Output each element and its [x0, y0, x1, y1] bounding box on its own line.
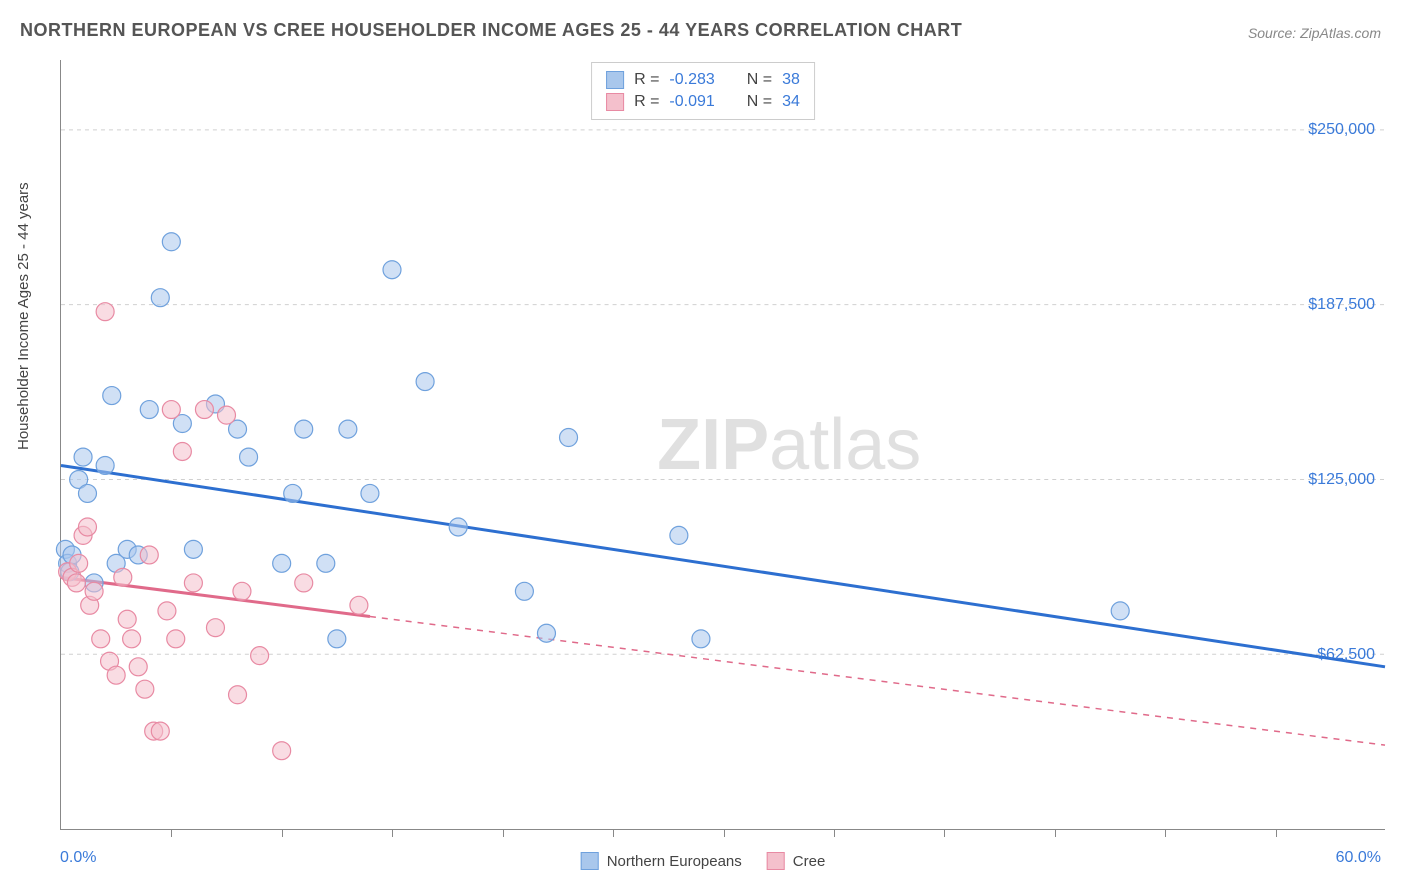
data-point: [114, 568, 132, 586]
data-point: [136, 680, 154, 698]
data-point: [67, 574, 85, 592]
data-point: [383, 261, 401, 279]
legend-label-1: Northern Europeans: [607, 853, 742, 870]
data-point: [692, 630, 710, 648]
n-value-2: 34: [782, 93, 800, 111]
data-point: [151, 289, 169, 307]
y-tick-label: $62,500: [1317, 646, 1375, 664]
data-point: [74, 448, 92, 466]
x-tick: [503, 829, 504, 837]
data-point: [317, 554, 335, 572]
data-point: [339, 420, 357, 438]
data-point: [416, 373, 434, 391]
data-point: [515, 582, 533, 600]
x-axis-max-label: 60.0%: [1336, 849, 1381, 867]
legend-swatch-bottom-1: [581, 852, 599, 870]
y-tick-label: $250,000: [1308, 121, 1375, 139]
data-point: [167, 630, 185, 648]
data-point: [295, 420, 313, 438]
x-tick: [1276, 829, 1277, 837]
data-point: [350, 596, 368, 614]
data-point: [92, 630, 110, 648]
legend-item-2: Cree: [767, 852, 826, 870]
data-point: [328, 630, 346, 648]
n-label: N =: [747, 93, 772, 111]
data-point: [560, 429, 578, 447]
data-point: [184, 540, 202, 558]
data-point: [140, 546, 158, 564]
x-tick: [1165, 829, 1166, 837]
data-point: [70, 554, 88, 572]
data-point: [206, 619, 224, 637]
data-point: [273, 742, 291, 760]
x-axis-min-label: 0.0%: [60, 849, 96, 867]
data-point: [96, 303, 114, 321]
y-axis-label: Householder Income Ages 25 - 44 years: [15, 182, 32, 450]
x-tick: [834, 829, 835, 837]
data-point: [195, 401, 213, 419]
correlation-legend: R = -0.283 N = 38 R = -0.091 N = 34: [591, 62, 815, 120]
data-point: [140, 401, 158, 419]
data-point: [85, 582, 103, 600]
data-point: [78, 484, 96, 502]
data-point: [229, 686, 247, 704]
n-label: N =: [747, 71, 772, 89]
data-point: [103, 387, 121, 405]
data-point: [184, 574, 202, 592]
data-point: [295, 574, 313, 592]
data-point: [1111, 602, 1129, 620]
legend-row-series-2: R = -0.091 N = 34: [606, 91, 800, 113]
data-point: [129, 658, 147, 676]
data-point: [251, 647, 269, 665]
data-point: [273, 554, 291, 572]
data-point: [78, 518, 96, 536]
data-point: [240, 448, 258, 466]
x-tick: [613, 829, 614, 837]
data-point: [233, 582, 251, 600]
x-tick: [1055, 829, 1056, 837]
data-point: [123, 630, 141, 648]
data-point: [96, 456, 114, 474]
legend-item-1: Northern Europeans: [581, 852, 742, 870]
data-point: [218, 406, 236, 424]
data-point: [670, 526, 688, 544]
source-attribution: Source: ZipAtlas.com: [1248, 25, 1381, 41]
data-point: [162, 233, 180, 251]
plot-area: ZIPatlas $62,500$125,000$187,500$250,000: [60, 60, 1385, 830]
chart-title: NORTHERN EUROPEAN VS CREE HOUSEHOLDER IN…: [20, 20, 962, 41]
y-tick-label: $125,000: [1308, 471, 1375, 489]
x-tick: [724, 829, 725, 837]
data-point: [284, 484, 302, 502]
data-point: [537, 624, 555, 642]
r-value-1: -0.283: [669, 71, 714, 89]
r-label: R =: [634, 71, 659, 89]
legend-row-series-1: R = -0.283 N = 38: [606, 69, 800, 91]
series-legend: Northern Europeans Cree: [581, 852, 826, 870]
data-point: [151, 722, 169, 740]
y-tick-label: $187,500: [1308, 296, 1375, 314]
data-point: [107, 666, 125, 684]
legend-swatch-1: [606, 71, 624, 89]
chart-svg: [61, 60, 1385, 829]
x-tick: [392, 829, 393, 837]
x-tick: [171, 829, 172, 837]
r-label: R =: [634, 93, 659, 111]
data-point: [162, 401, 180, 419]
data-point: [449, 518, 467, 536]
x-tick: [282, 829, 283, 837]
r-value-2: -0.091: [669, 93, 714, 111]
legend-swatch-2: [606, 93, 624, 111]
n-value-1: 38: [782, 71, 800, 89]
legend-swatch-bottom-2: [767, 852, 785, 870]
data-point: [173, 443, 191, 461]
data-point: [361, 484, 379, 502]
data-point: [118, 610, 136, 628]
legend-label-2: Cree: [793, 853, 826, 870]
data-point: [158, 602, 176, 620]
x-tick: [944, 829, 945, 837]
